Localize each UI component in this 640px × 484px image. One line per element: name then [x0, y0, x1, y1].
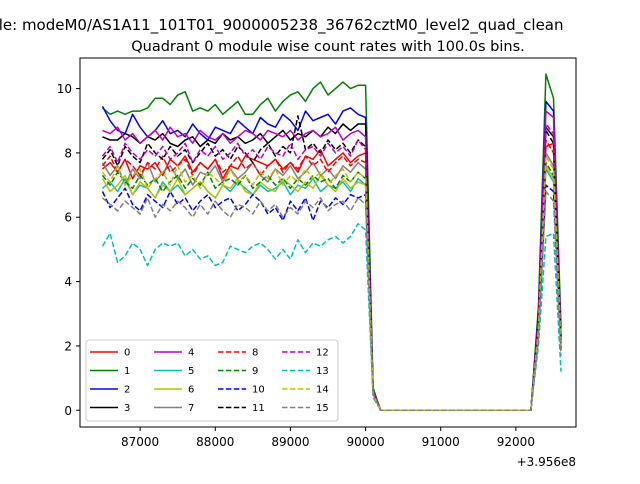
legend-label-9: 9 [252, 366, 258, 377]
legend-label-12: 12 [316, 348, 329, 359]
series-line-10 [101, 184, 562, 412]
series-line-15 [102, 190, 562, 412]
series-lines [101, 73, 562, 412]
axes-frame [79, 57, 577, 428]
legend-label-8: 8 [252, 348, 258, 359]
y-tick-label: 2 [64, 339, 72, 353]
legend-label-11: 11 [252, 403, 265, 414]
legend-label-1: 1 [124, 366, 130, 377]
y-tick-label: 4 [64, 275, 72, 289]
y-tick-label: 10 [57, 82, 72, 96]
x-tick-label: 92000 [497, 435, 535, 449]
legend-label-3: 3 [124, 403, 130, 414]
legend-box [85, 339, 339, 422]
legend-label-14: 14 [316, 385, 329, 396]
series-line-14 [101, 155, 562, 412]
legend-label-4: 4 [188, 348, 194, 359]
legend-label-0: 0 [124, 348, 130, 359]
y-tick-label: 0 [64, 404, 72, 418]
legend-label-13: 13 [316, 366, 329, 377]
x-tick-label: 89000 [271, 435, 309, 449]
legend-label-2: 2 [124, 385, 130, 396]
y-tick-label: 8 [64, 146, 72, 160]
x-axis-offset-label: +3.956e8 [517, 455, 576, 469]
legend-label-5: 5 [188, 366, 194, 377]
figure-suptitle: n file: modeM0/AS1A11_101T01_9000005238_… [0, 16, 564, 35]
legend-label-7: 7 [188, 403, 194, 414]
x-tick-label: 91000 [422, 435, 460, 449]
legend-label-10: 10 [252, 385, 265, 396]
y-tick-label: 6 [64, 211, 72, 225]
x-tick-label: 90000 [346, 435, 384, 449]
x-tick-label: 87000 [121, 435, 159, 449]
legend-label-6: 6 [188, 385, 194, 396]
chart-title: Quadrant 0 module wise count rates with … [131, 39, 525, 55]
legend-label-15: 15 [316, 403, 329, 414]
x-tick-label: 88000 [196, 435, 234, 449]
series-line-13 [101, 222, 562, 412]
